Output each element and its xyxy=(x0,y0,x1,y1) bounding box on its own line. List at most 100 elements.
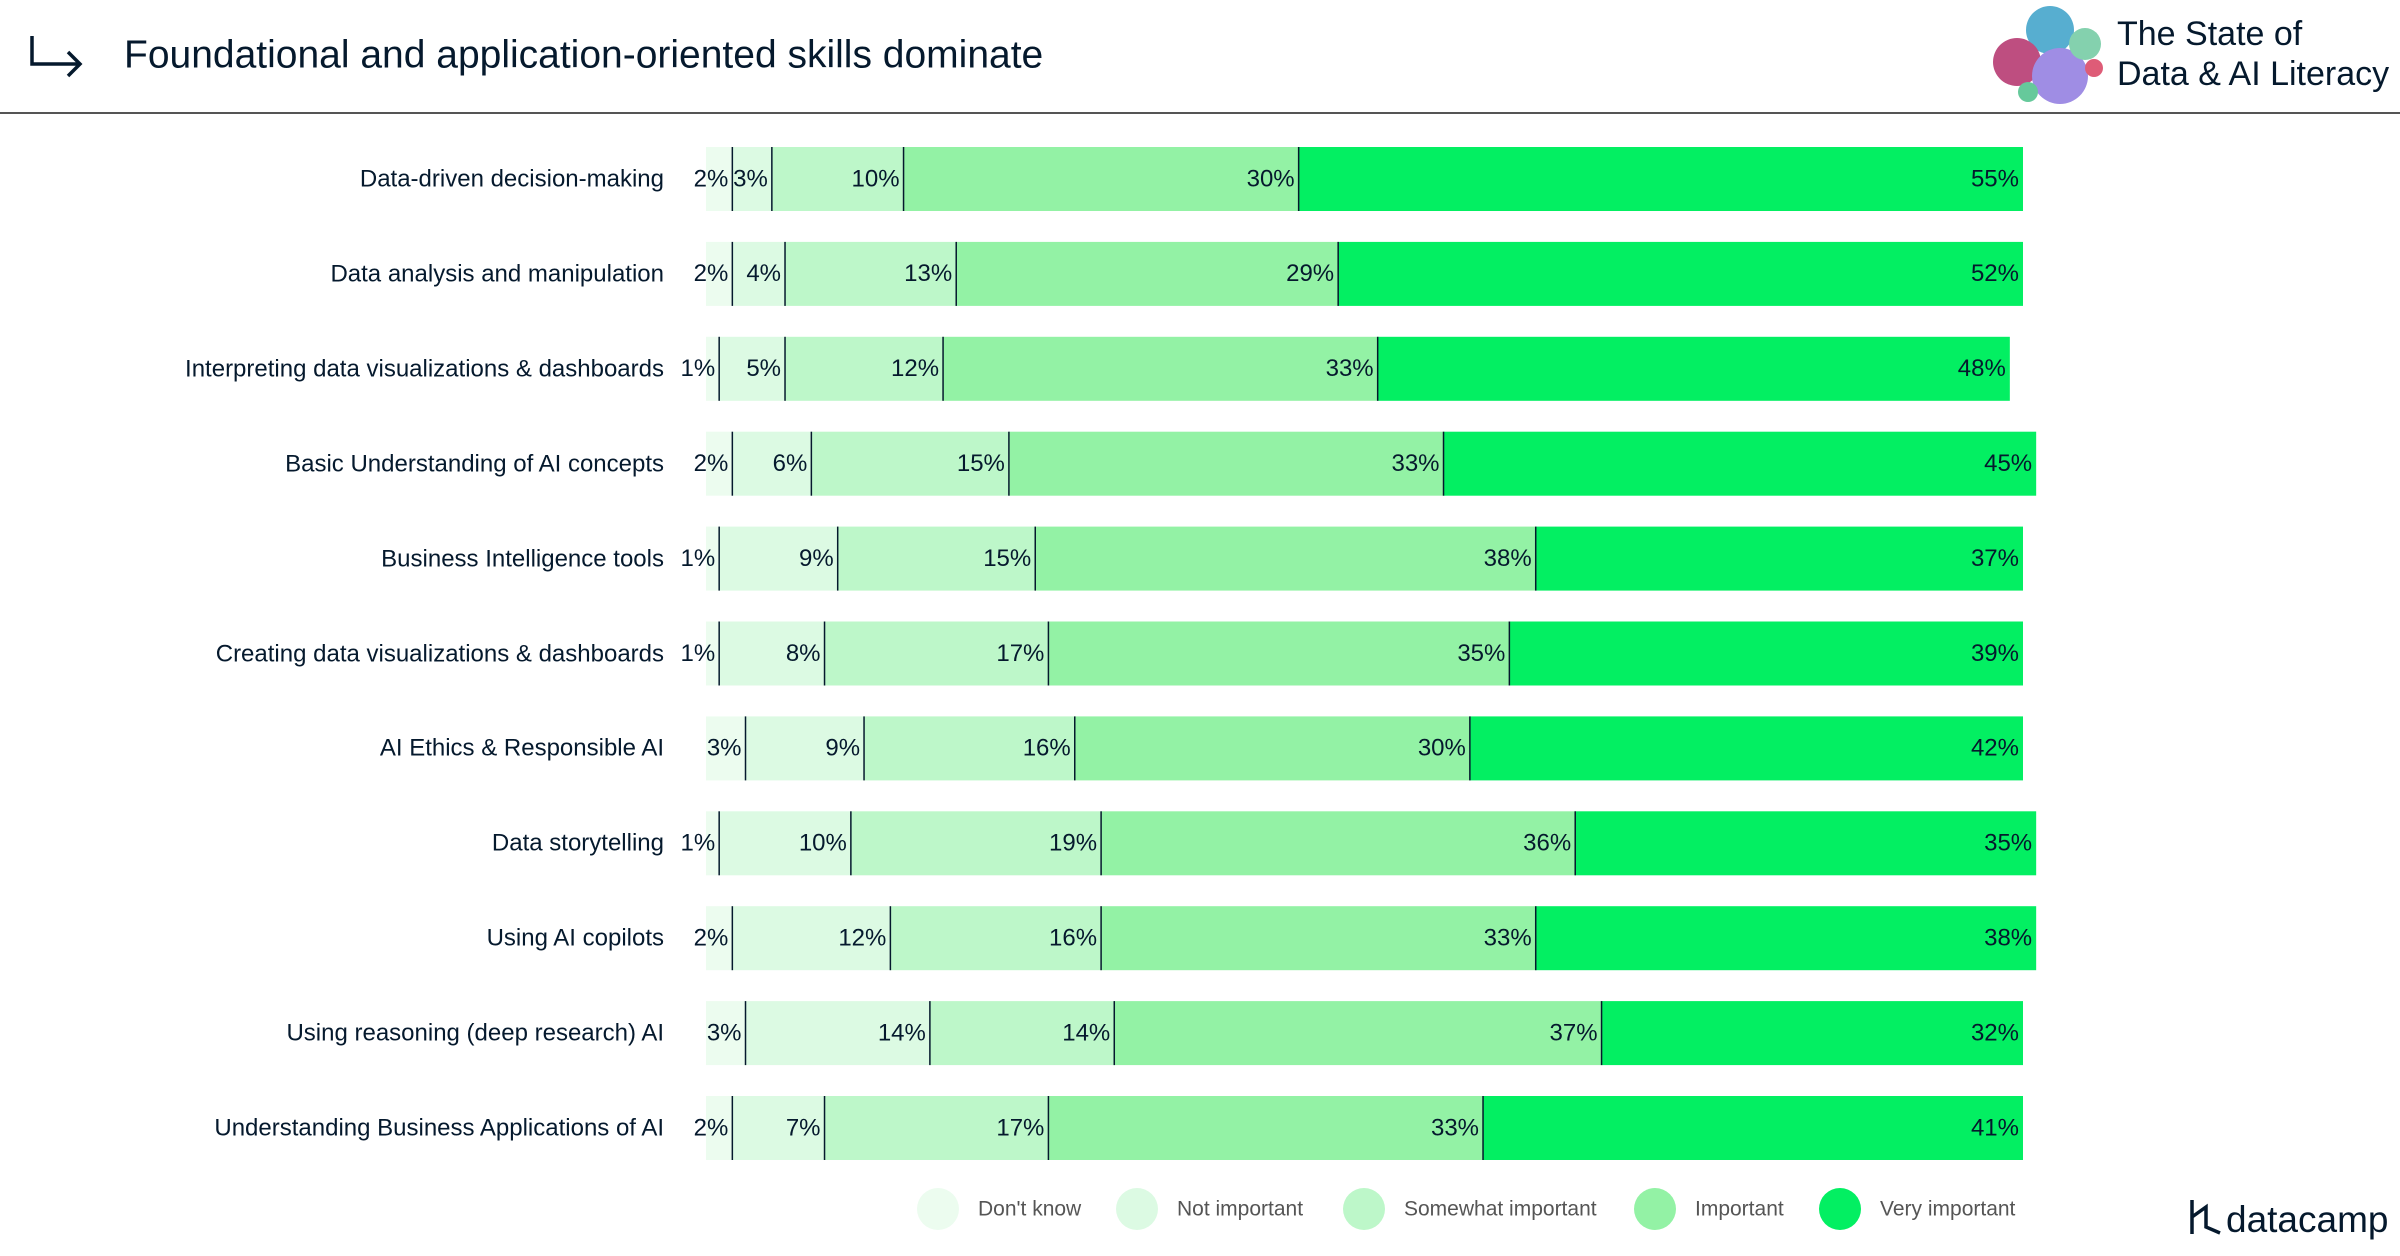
value-label: 12% xyxy=(891,355,939,382)
value-label: 15% xyxy=(983,545,1031,572)
bar-segment xyxy=(745,1001,930,1066)
bar-segment xyxy=(811,431,1009,496)
value-label: 30% xyxy=(1418,735,1466,762)
bar-segment xyxy=(706,621,720,686)
value-label: 37% xyxy=(1971,545,2019,572)
legend-label: Very important xyxy=(1880,1198,2016,1221)
value-label: 55% xyxy=(1971,165,2019,192)
value-label: 2% xyxy=(694,165,729,192)
value-label: 17% xyxy=(996,640,1044,667)
legend-swatch xyxy=(917,1188,959,1230)
value-label: 2% xyxy=(694,925,729,952)
bar-segment xyxy=(864,716,1075,781)
bar-segment xyxy=(706,336,720,401)
value-label: 13% xyxy=(904,260,952,287)
legend-swatch xyxy=(1116,1188,1158,1230)
bar-segment xyxy=(706,1001,746,1066)
value-label: 45% xyxy=(1984,450,2032,477)
bar-segment xyxy=(706,431,733,496)
value-label: 10% xyxy=(799,830,847,857)
bar-segment xyxy=(1048,621,1510,686)
bar-segment xyxy=(706,716,746,781)
bar-segment xyxy=(1535,906,2037,971)
category-label: Data-driven decision-making xyxy=(359,165,664,193)
value-label: 35% xyxy=(1984,830,2032,857)
bar-segment xyxy=(719,621,825,686)
bar-segment xyxy=(1338,241,2023,306)
bar-segment xyxy=(732,431,812,496)
bar-segment xyxy=(850,811,1102,876)
bar-segment xyxy=(785,241,957,306)
value-label: 4% xyxy=(746,260,781,287)
value-label: 15% xyxy=(957,450,1005,477)
value-label: 48% xyxy=(1958,355,2006,382)
legend-label: Not important xyxy=(1177,1198,1303,1221)
legend-swatch xyxy=(1343,1188,1385,1230)
value-label: 17% xyxy=(996,1114,1044,1141)
legend-label: Don't know xyxy=(978,1198,1082,1221)
category-label: Interpreting data visualizations & dashb… xyxy=(185,355,664,383)
bar-segment xyxy=(943,336,1378,401)
bar-segment xyxy=(732,906,891,971)
value-label: 3% xyxy=(733,165,768,192)
category-label: Data analysis and manipulation xyxy=(330,260,664,288)
value-label: 16% xyxy=(1049,925,1097,952)
logo: datacamp xyxy=(2226,1199,2389,1240)
bar-segment xyxy=(719,336,786,401)
value-label: 42% xyxy=(1971,735,2019,762)
value-label: 38% xyxy=(1984,925,2032,952)
title: Foundational and application-oriented sk… xyxy=(124,33,1043,76)
bar-segment xyxy=(890,906,1102,971)
value-label: 3% xyxy=(707,1019,742,1046)
value-label: 2% xyxy=(694,260,729,287)
bar-segment xyxy=(824,621,1049,686)
value-label: 41% xyxy=(1971,1114,2019,1141)
arrow-icon xyxy=(30,36,83,78)
category-label: Data storytelling xyxy=(491,829,664,857)
bar-segment xyxy=(732,1096,825,1160)
bar-segment xyxy=(706,526,720,591)
value-label: 5% xyxy=(746,355,781,382)
value-label: 7% xyxy=(786,1114,821,1141)
bar-segment xyxy=(1469,716,2023,781)
value-label: 16% xyxy=(1023,735,1071,762)
bar-segment xyxy=(1443,431,2037,496)
bar-segment xyxy=(824,1096,1049,1160)
bar-segment xyxy=(929,1001,1115,1066)
category-label: Creating data visualizations & dashboard… xyxy=(215,640,664,667)
bar-segment xyxy=(1601,1001,2023,1066)
value-label: 2% xyxy=(694,450,729,477)
value-label: 2% xyxy=(694,1114,729,1141)
bar-segment xyxy=(706,241,733,306)
category-label: Basic Understanding of AI concepts xyxy=(285,450,664,478)
bar-segment xyxy=(1575,811,2037,876)
bar-segment xyxy=(706,811,720,876)
value-label: 10% xyxy=(852,165,900,192)
brand-line: The State of xyxy=(2117,15,2303,53)
bar-segment xyxy=(1008,431,1444,496)
bar-segment xyxy=(1048,1096,1484,1160)
logo-icon xyxy=(2190,1200,2221,1235)
value-label: 14% xyxy=(878,1019,926,1046)
value-label: 9% xyxy=(799,545,834,572)
bar-segment xyxy=(1101,906,1536,971)
legend-swatch xyxy=(1819,1188,1861,1230)
legend-swatch xyxy=(1634,1188,1676,1230)
value-label: 1% xyxy=(680,830,715,857)
bar-segment xyxy=(1483,1096,2023,1160)
value-label: 52% xyxy=(1971,260,2019,287)
bar-segment xyxy=(706,1096,733,1160)
bar-segment xyxy=(706,147,733,211)
bar-segment xyxy=(732,241,786,306)
bar-segment xyxy=(785,336,944,401)
category-label: Business Intelligence tools xyxy=(381,545,664,573)
legend-label: Somewhat important xyxy=(1404,1198,1597,1221)
bar-segment xyxy=(903,147,1299,211)
bar-segment xyxy=(837,526,1036,591)
value-label: 8% xyxy=(786,640,821,667)
value-label: 39% xyxy=(1971,640,2019,667)
bar-segment xyxy=(956,241,1339,306)
bar-segment xyxy=(706,906,733,971)
